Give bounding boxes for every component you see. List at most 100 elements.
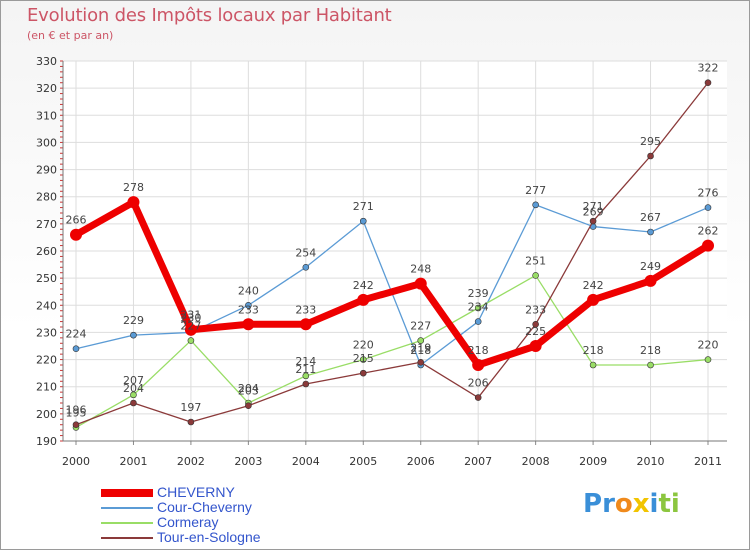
data-point-cheverny <box>414 277 427 290</box>
data-label-tour-en-sologne: 197 <box>180 401 201 414</box>
data-point-cormeray <box>589 361 597 369</box>
data-label-cour-cheverny: 267 <box>640 211 661 224</box>
x-tick-label: 2001 <box>119 455 147 468</box>
y-tick-label: 310 <box>36 109 57 122</box>
y-tick-label: 290 <box>36 164 57 177</box>
data-label-cheverny: 242 <box>583 279 604 292</box>
chart-title: Evolution des Impôts locaux par Habitant <box>27 5 392 26</box>
legend-swatch <box>101 506 153 509</box>
data-label-cour-cheverny: 271 <box>353 200 374 213</box>
data-label-cheverny: 278 <box>123 181 144 194</box>
data-point-cheverny <box>702 239 714 252</box>
data-label-cheverny: 218 <box>468 344 489 357</box>
data-point-cheverny <box>184 323 197 336</box>
data-label-cour-cheverny: 230 <box>180 311 201 324</box>
data-label-cheverny: 242 <box>353 279 374 292</box>
data-label-cour-cheverny: 234 <box>468 301 489 314</box>
data-point-cheverny <box>472 359 485 371</box>
x-tick-label: 2011 <box>694 455 722 468</box>
x-tick-label: 2009 <box>579 455 607 468</box>
legend-swatch <box>101 521 153 524</box>
y-tick-label: 190 <box>36 435 57 448</box>
x-tick-label: 2006 <box>407 455 435 468</box>
data-label-cheverny: 231 <box>180 309 201 322</box>
data-label-cour-cheverny: 218 <box>410 344 431 357</box>
data-label-tour-en-sologne: 219 <box>410 341 431 354</box>
y-tick-label: 220 <box>36 354 57 367</box>
data-point-cheverny <box>70 228 82 241</box>
data-point-cormeray <box>417 337 425 344</box>
y-tick-label: 280 <box>36 191 57 204</box>
legend-label: Cour-Cheverny <box>157 499 252 515</box>
logo-letter: t <box>658 489 671 519</box>
data-label-tour-en-sologne: 295 <box>640 135 661 148</box>
data-point-tour-en-sologne <box>532 320 539 328</box>
data-label-cour-cheverny: 269 <box>583 206 604 219</box>
data-point-tour-en-sologne <box>245 402 252 410</box>
data-point-cormeray <box>647 361 654 369</box>
y-tick-label: 250 <box>36 272 57 285</box>
data-point-cormeray <box>474 304 482 312</box>
y-tick-label: 320 <box>36 82 57 95</box>
data-point-tour-en-sologne <box>359 369 367 377</box>
data-point-tour-en-sologne <box>302 380 310 388</box>
data-point-cormeray <box>359 356 367 363</box>
chart-subtitle: (en € et par an) <box>27 29 114 42</box>
y-tick-label: 230 <box>36 326 57 339</box>
data-point-cormeray <box>532 272 539 279</box>
data-point-tour-en-sologne <box>130 399 137 407</box>
data-point-tour-en-sologne <box>187 418 195 426</box>
data-label-cour-cheverny: 277 <box>525 184 546 197</box>
series-cheverny <box>70 196 714 371</box>
data-label-tour-en-sologne: 204 <box>123 382 144 395</box>
data-label-tour-en-sologne: 322 <box>698 62 719 75</box>
data-point-cour-cheverny <box>130 331 137 339</box>
data-label-tour-en-sologne: 203 <box>238 385 259 398</box>
legend-item-tour-en-sologne: Tour-en-Sologne <box>101 530 261 545</box>
data-label-cheverny: 266 <box>66 214 87 227</box>
legend-item-cormeray: Cormeray <box>101 515 261 530</box>
data-label-cour-cheverny: 240 <box>238 284 259 297</box>
data-point-cour-cheverny <box>302 263 310 271</box>
data-point-tour-en-sologne <box>72 421 80 429</box>
legend-item-cour-cheverny: Cour-Cheverny <box>101 500 261 515</box>
y-tick-label: 270 <box>36 218 57 231</box>
data-label-cormeray: 220 <box>353 339 374 352</box>
logo-letter: r <box>602 489 615 519</box>
data-label-cour-cheverny: 229 <box>123 314 144 327</box>
data-point-cormeray <box>704 356 712 363</box>
data-point-cour-cheverny <box>532 201 539 209</box>
data-label-cormeray: 195 <box>66 406 87 419</box>
x-tick-label: 2000 <box>62 455 90 468</box>
data-point-cheverny <box>127 196 140 209</box>
x-tick-label: 2005 <box>349 455 377 468</box>
y-tick-label: 210 <box>36 381 57 394</box>
series-tour-en-sologne <box>72 79 712 429</box>
data-point-cheverny <box>587 293 600 306</box>
legend-label: Cormeray <box>157 514 219 530</box>
data-label-cormeray: 220 <box>698 339 719 352</box>
data-point-tour-en-sologne <box>474 394 482 401</box>
data-point-cheverny <box>644 274 657 287</box>
data-label-cheverny: 233 <box>238 303 259 316</box>
data-point-cour-cheverny <box>359 217 367 225</box>
data-label-cormeray: 207 <box>123 374 144 387</box>
data-point-cheverny <box>357 293 370 306</box>
x-tick-label: 2004 <box>292 455 320 468</box>
data-label-cheverny: 249 <box>640 260 661 273</box>
legend-label: Tour-en-Sologne <box>157 529 261 545</box>
legend-swatch <box>101 536 153 539</box>
series-line-tour-en-sologne <box>75 82 709 426</box>
data-label-cormeray: 218 <box>583 344 604 357</box>
data-label-tour-en-sologne: 271 <box>583 200 604 213</box>
x-tick-label: 2010 <box>637 455 665 468</box>
data-point-cormeray <box>187 337 195 344</box>
data-point-tour-en-sologne <box>647 152 654 160</box>
proxiti-logo: Proxiti <box>583 489 680 519</box>
logo-letter: o <box>614 489 633 519</box>
data-label-tour-en-sologne: 206 <box>468 377 489 390</box>
data-label-tour-en-sologne: 215 <box>353 352 374 365</box>
data-point-tour-en-sologne <box>589 217 597 225</box>
